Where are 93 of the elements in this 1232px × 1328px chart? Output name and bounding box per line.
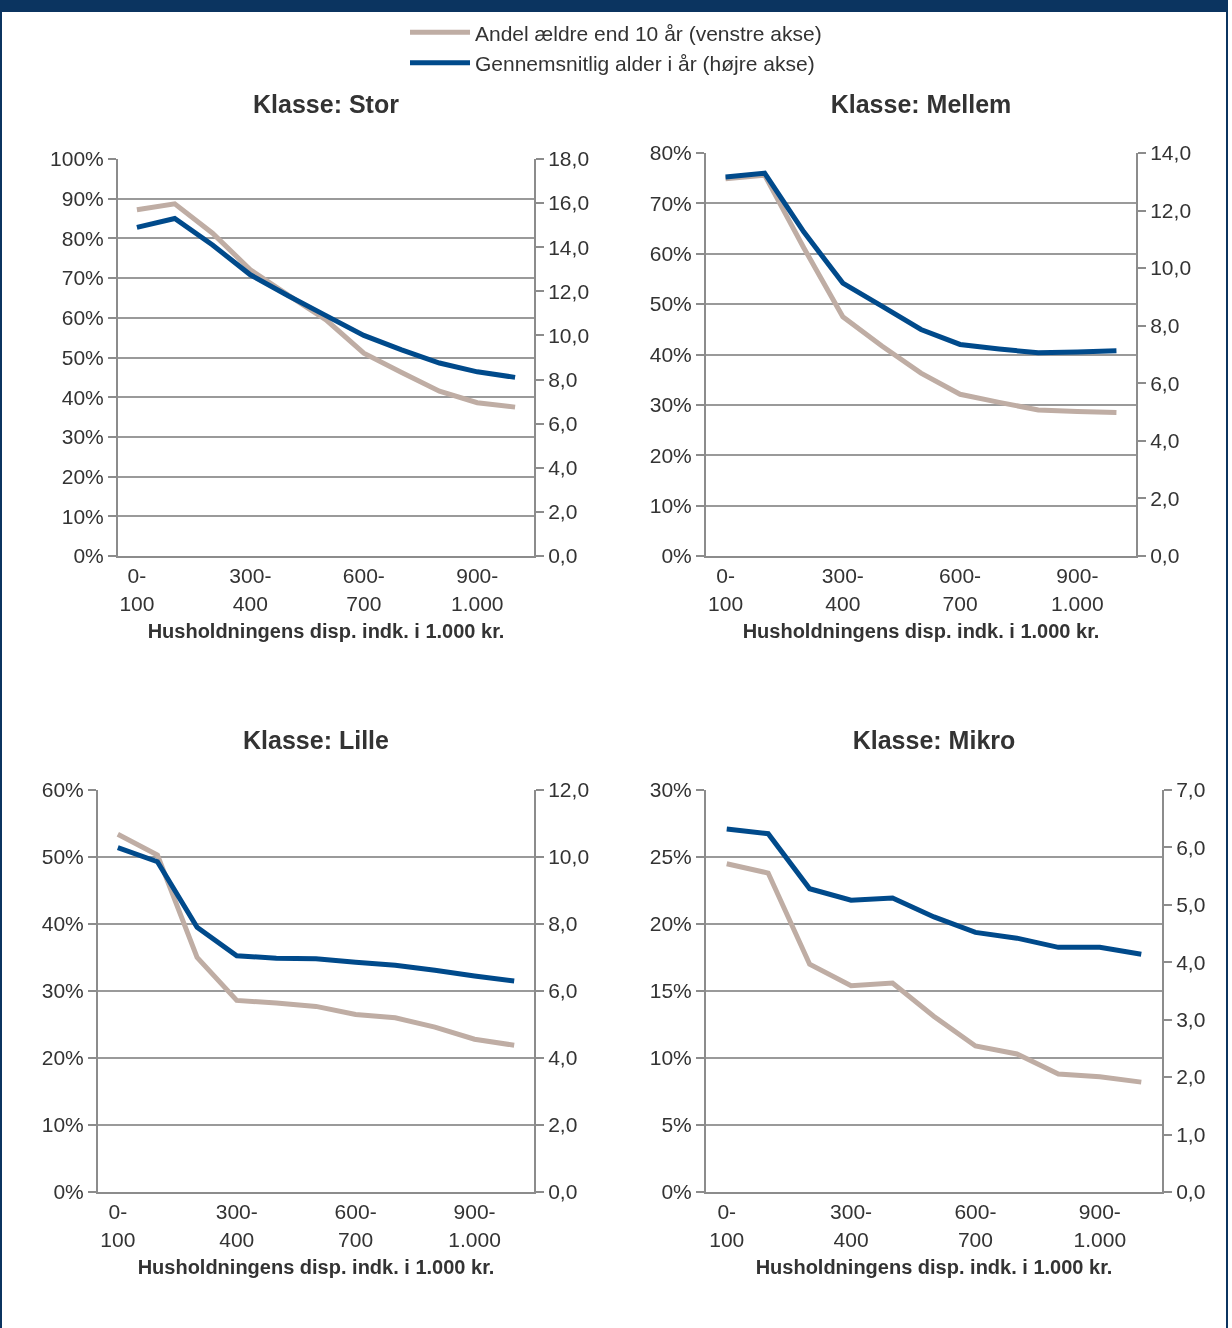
y2-tick-label: 12,0 (1150, 198, 1192, 222)
y-tick-label: 70% (649, 191, 692, 215)
y2-tick-label: 6,0 (1150, 371, 1180, 395)
y-tick-label: 80% (61, 226, 104, 250)
y2-tick-label: 4,0 (1150, 429, 1180, 453)
y-tick-label: 100% (50, 147, 104, 171)
y-tick-label: 50% (41, 845, 84, 869)
y-tick-label: 20% (41, 1046, 84, 1070)
y2-tick-label: 14,0 (1150, 141, 1192, 165)
y-tick-label: 30% (649, 778, 692, 802)
y-tick-label: 10% (649, 493, 692, 517)
y2-tick-label: 18,0 (548, 147, 590, 171)
x-tick-label: 300-400 (215, 1200, 258, 1251)
y-tick-label: 30% (649, 393, 692, 417)
x-tick-label: 900-1.000 (448, 1200, 501, 1251)
x-tick-label: 300-400 (821, 564, 864, 615)
y2-tick-label: 0,0 (1150, 544, 1180, 568)
x-tick-label: 0-100 (119, 564, 155, 615)
y2-tick-label: 12,0 (548, 279, 590, 303)
y2-tick-label: 8,0 (548, 912, 578, 936)
y-tick-label: 0% (73, 544, 104, 568)
x-tick-label: 900-1.000 (450, 564, 504, 615)
y2-tick-label: 6,0 (548, 412, 578, 436)
y-tick-label: 90% (61, 187, 104, 211)
y2-tick-label: 0,0 (548, 1180, 578, 1204)
x-axis-title: Husholdningens disp. indk. i 1.000 kr. (755, 1255, 1113, 1278)
y2-tick-label: 16,0 (548, 191, 590, 215)
x-tick-label: 300-400 (229, 564, 272, 615)
y2-tick-label: 2,0 (548, 500, 578, 524)
y-tick-label: 10% (41, 1113, 84, 1137)
y2-tick-label: 8,0 (1150, 314, 1180, 338)
y2-tick-label: 2,0 (1150, 486, 1180, 510)
y2-tick-label: 12,0 (548, 778, 590, 802)
legend-label: Andel ældre end 10 år (venstre akse) (475, 21, 822, 45)
x-tick-label: 0-100 (709, 1200, 745, 1251)
y-tick-label: 30% (41, 979, 84, 1003)
x-tick-label: 0-100 (708, 564, 744, 615)
y2-tick-label: 6,0 (1176, 835, 1206, 859)
y2-tick-label: 10,0 (548, 845, 590, 869)
y2-tick-label: 1,0 (1176, 1122, 1206, 1146)
y2-tick-label: 10,0 (548, 323, 590, 347)
y2-tick-label: 4,0 (548, 456, 578, 480)
x-tick-label: 0-100 (100, 1200, 136, 1251)
x-axis-title: Husholdningens disp. indk. i 1.000 kr. (137, 1255, 495, 1278)
chart-title: Klasse: Mellem (830, 89, 1012, 118)
y-tick-label: 0% (661, 1180, 692, 1204)
y-tick-label: 50% (61, 345, 104, 369)
chart-title: Klasse: Lille (243, 725, 390, 754)
y-tick-label: 25% (649, 845, 692, 869)
y-tick-label: 40% (41, 912, 84, 936)
y-tick-label: 70% (61, 266, 104, 290)
y-tick-label: 5% (661, 1113, 692, 1137)
y2-tick-label: 0,0 (1176, 1180, 1206, 1204)
y2-tick-label: 8,0 (548, 367, 578, 391)
x-tick-label: 600-700 (939, 564, 982, 615)
x-tick-label: 600-700 (342, 564, 385, 615)
y-tick-label: 0% (53, 1180, 84, 1204)
y-tick-label: 10% (649, 1046, 692, 1070)
y-tick-label: 20% (649, 912, 692, 936)
x-tick-label: 300-400 (830, 1200, 873, 1251)
chart-title: Klasse: Mikro (852, 725, 1016, 754)
y-tick-label: 60% (61, 306, 104, 330)
y-tick-label: 50% (649, 292, 692, 316)
y2-tick-label: 14,0 (548, 235, 590, 259)
y2-tick-label: 4,0 (548, 1046, 578, 1070)
y2-tick-label: 2,0 (1176, 1065, 1206, 1089)
y2-tick-label: 10,0 (1150, 256, 1192, 280)
x-axis-title: Husholdningens disp. indk. i 1.000 kr. (147, 619, 505, 642)
y2-tick-label: 4,0 (1176, 950, 1206, 974)
y-tick-label: 20% (61, 464, 104, 488)
y-tick-label: 40% (61, 385, 104, 409)
y2-tick-label: 0,0 (548, 544, 578, 568)
x-tick-label: 600-700 (334, 1200, 377, 1251)
x-axis-title: Husholdningens disp. indk. i 1.000 kr. (742, 619, 1100, 642)
y-tick-label: 30% (61, 425, 104, 449)
x-tick-label: 900-1.000 (1051, 564, 1104, 615)
y2-tick-label: 5,0 (1176, 893, 1206, 917)
legend-label: Gennemsnitlig alder i år (højre akse) (475, 51, 815, 75)
x-tick-label: 900-1.000 (1073, 1200, 1127, 1251)
y2-tick-label: 2,0 (548, 1113, 578, 1137)
y-tick-label: 60% (41, 778, 84, 802)
chart-title: Klasse: Stor (253, 89, 400, 118)
y-tick-label: 10% (61, 504, 104, 528)
y-tick-label: 0% (661, 544, 692, 568)
y-tick-label: 80% (649, 141, 692, 165)
y-tick-label: 15% (649, 979, 692, 1003)
y-tick-label: 20% (649, 443, 692, 467)
y2-tick-label: 3,0 (1176, 1008, 1206, 1032)
y2-tick-label: 6,0 (548, 979, 578, 1003)
x-tick-label: 600-700 (954, 1200, 997, 1251)
y-tick-label: 40% (649, 342, 692, 366)
y2-tick-label: 7,0 (1176, 778, 1206, 802)
y-tick-label: 60% (649, 242, 692, 266)
